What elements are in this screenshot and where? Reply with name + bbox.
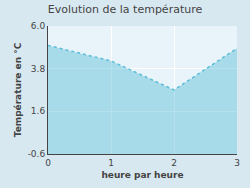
svg-text:-0.6: -0.6 [28,149,46,159]
svg-text:heure par heure: heure par heure [101,170,183,180]
svg-text:3: 3 [234,158,240,168]
svg-text:Evolution de la température: Evolution de la température [48,3,203,16]
svg-text:3.8: 3.8 [31,64,46,74]
svg-text:1: 1 [108,158,114,168]
svg-text:2: 2 [171,158,177,168]
svg-text:6.0: 6.0 [31,21,46,31]
svg-text:0: 0 [45,158,51,168]
svg-text:1.6: 1.6 [31,106,46,116]
svg-text:Température en °C: Température en °C [13,42,23,137]
